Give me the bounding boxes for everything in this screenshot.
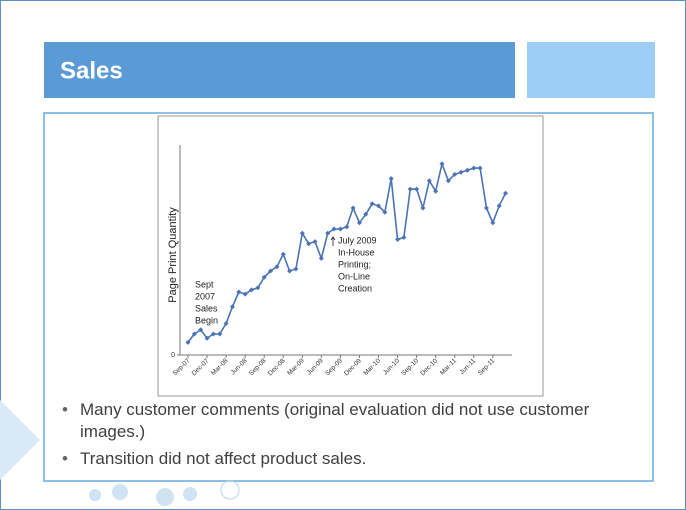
annotation: Begin [195, 315, 218, 325]
y-axis-label: Page Print Quantity [167, 207, 179, 303]
y-tick-label: 0 [171, 352, 175, 359]
bullet: Many customer comments (original evaluat… [60, 399, 640, 443]
title-accent [527, 42, 655, 98]
slide: Sales 0Page Print QuantitySep-07Dec-07Ma… [0, 0, 686, 510]
annotation: On-Line [338, 271, 370, 281]
annotation: July 2009 [338, 235, 377, 245]
annotation: Creation [338, 283, 372, 293]
annotation: Sept [195, 279, 214, 289]
bullet-list: Many customer comments (original evaluat… [60, 399, 640, 475]
bullet: Transition did not affect product sales. [60, 448, 640, 470]
annotation: In-House [338, 247, 375, 257]
annotation: Sales [195, 303, 218, 313]
annotation: 2007 [195, 291, 215, 301]
slide-title: Sales [60, 57, 123, 84]
annotation: Printing; [338, 259, 371, 269]
